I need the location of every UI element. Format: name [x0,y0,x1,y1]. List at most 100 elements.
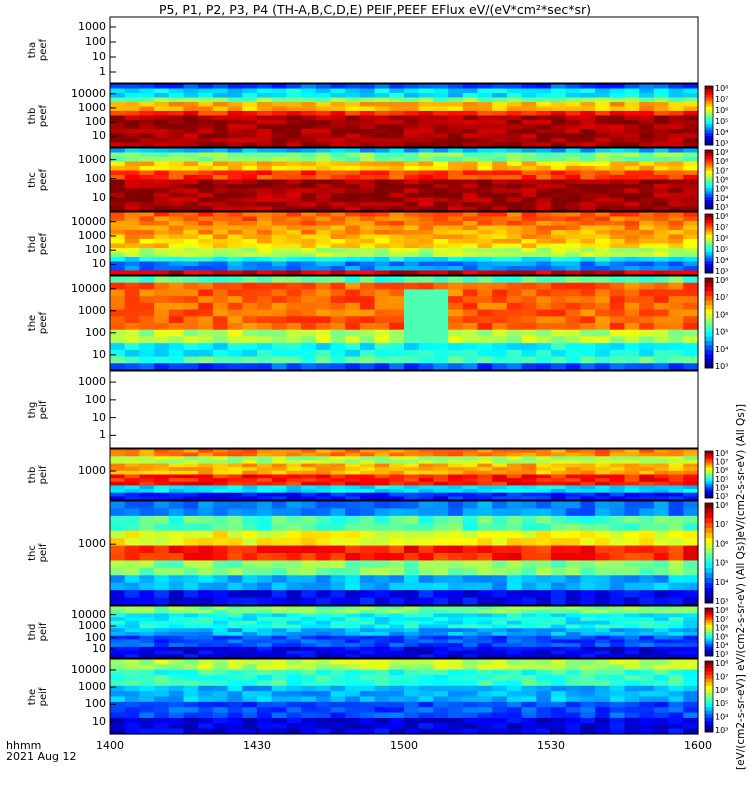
heatmap-cell [551,309,567,317]
heatmap-cell [139,193,155,199]
heatmap-cell [330,316,346,324]
heatmap-cell [242,225,258,231]
heatmap-cell [668,609,684,615]
heatmap-cell [227,336,243,344]
heatmap-cell [536,545,552,554]
colorbar-tick-label: 10⁴ [715,256,728,265]
heatmap-cell [330,553,346,562]
heatmap-cell [389,609,405,615]
colorbar-segment [705,588,713,594]
heatmap-cell [124,248,140,254]
heatmap-cell [330,650,346,655]
heatmap-cell [168,166,185,172]
colorbar-segment [705,653,713,657]
heatmap-cell [477,261,493,267]
heatmap-cell [212,276,229,284]
heatmap-cell [110,650,126,655]
heatmap-cell [183,478,199,483]
heatmap-cell [374,467,390,472]
heatmap-cell [154,170,170,176]
heatmap-cell [492,463,508,468]
heatmap-cell [551,523,567,532]
heatmap-cell [212,609,229,615]
colorbar-segment [705,636,713,640]
heatmap-cell [183,243,199,249]
heatmap-cell [521,675,537,682]
heatmap-cell [345,289,361,297]
heatmap-cell [565,696,581,703]
heatmap-cell [506,175,523,181]
heatmap-cell [374,243,390,249]
heatmap-cell [609,567,626,576]
heatmap-cell [404,84,420,90]
heatmap-cell [183,97,199,103]
heatmap-cell [374,463,390,468]
heatmap-cell [301,276,317,284]
heatmap-cell [521,157,537,163]
heatmap-cell [521,225,537,231]
heatmap-cell [271,628,287,633]
heatmap-cell [183,485,199,490]
heatmap-cell [580,659,596,665]
heatmap-cell [168,553,185,562]
heatmap-cell [624,93,640,99]
y-tick-label: 1000 [78,228,106,242]
heatmap-cell [315,148,332,154]
heatmap-cell [418,329,434,338]
heatmap-cell [301,696,317,703]
heatmap-cell [668,302,684,311]
heatmap-cell [168,489,185,494]
heatmap-cell [521,161,537,167]
heatmap-cell [227,170,243,176]
heatmap-cell [154,349,170,358]
heatmap-cell [110,282,126,291]
heatmap-cell [683,613,699,618]
heatmap-cell [359,606,376,611]
heatmap-cell [521,553,537,562]
heatmap-cell [110,675,126,682]
heatmap-cell [580,680,596,687]
heatmap-cell [462,597,479,606]
heatmap-cell [286,632,302,637]
heatmap-cell [124,492,140,497]
heatmap-cell [242,463,258,468]
heatmap-cell [139,84,155,90]
heatmap-cell [345,717,361,724]
heatmap-cell [404,270,420,276]
heatmap-cell [639,463,655,468]
heatmap-cell [462,221,479,227]
heatmap-cell [683,261,699,267]
heatmap-cell [595,216,611,222]
heatmap-cell [257,97,273,103]
heatmap-cell [257,728,273,735]
heatmap-cell [139,617,155,622]
heatmap-cell [139,508,155,517]
heatmap-cell [124,323,140,331]
heatmap-cell [404,717,420,724]
colorbar-segment [705,685,713,690]
heatmap-cell [551,133,567,139]
heatmap-cell [595,289,611,297]
heatmap-cell [389,282,405,291]
heatmap-cell [624,230,640,236]
heatmap-cell [242,282,258,291]
heatmap-cell [639,707,655,714]
heatmap-cell [374,202,390,208]
heatmap-cell [668,230,684,236]
heatmap-cell [345,650,361,655]
colorbar-segment [705,287,713,292]
heatmap-cell [330,632,346,637]
heatmap-cell [124,257,140,263]
heatmap-cell [624,329,640,338]
heatmap-cell [154,124,170,130]
heatmap-cell [668,216,684,222]
heatmap-cell [580,111,596,117]
heatmap-cell [595,252,611,258]
heatmap-cell [404,343,420,351]
heatmap-cell [683,685,699,692]
heatmap-cell [330,508,346,517]
heatmap-cell [404,212,420,218]
heatmap-cell [168,501,185,510]
heatmap-cell [271,356,287,364]
heatmap-cell [477,712,493,719]
